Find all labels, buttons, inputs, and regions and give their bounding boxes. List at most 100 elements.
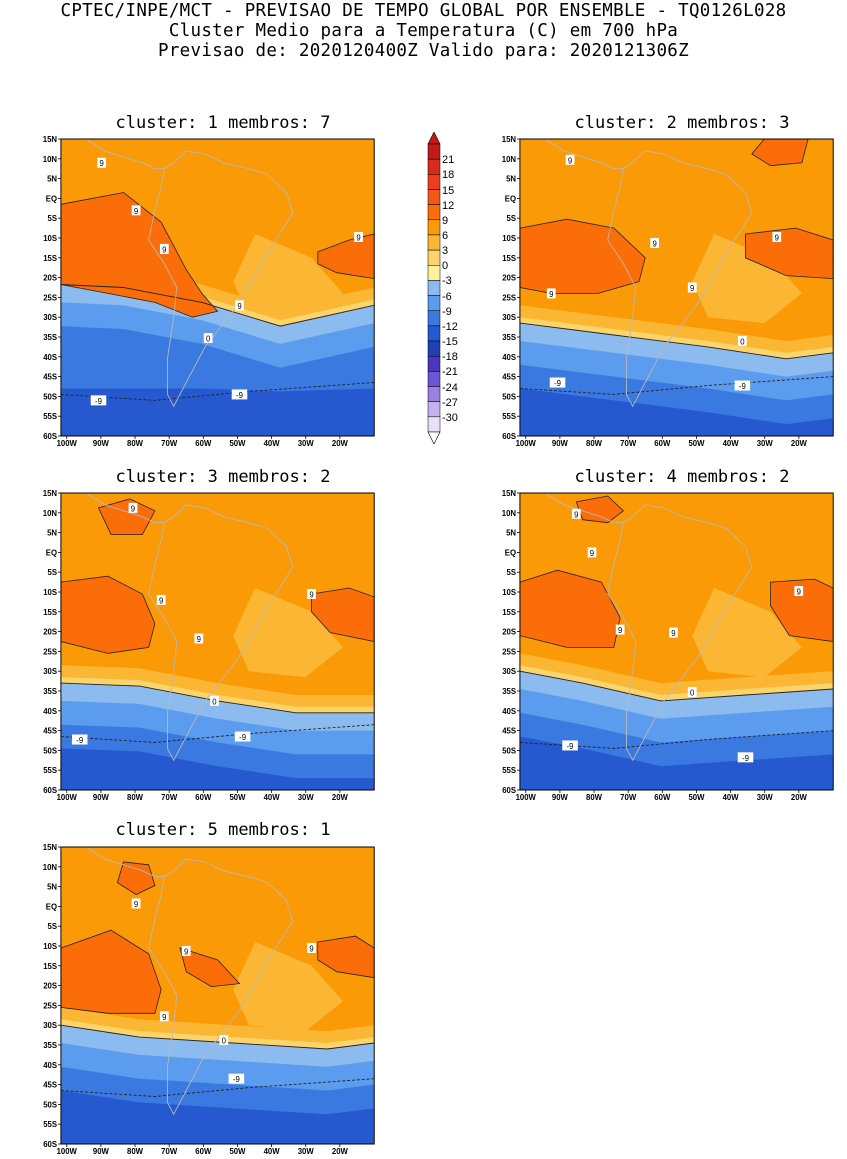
map-frame: [60, 138, 375, 437]
svg-text:-9: -9: [239, 733, 246, 742]
lon-tick-label: 30W: [298, 1147, 315, 1156]
svg-text:0: 0: [212, 697, 217, 706]
colorbar-swatch: [427, 295, 441, 311]
temperature-field: 9 9 9 9 9 0 -9 -9: [519, 139, 834, 436]
lon-tick-label: 40W: [723, 439, 740, 448]
lon-tick-label: 50W: [229, 1147, 246, 1156]
lon-tick-label: 90W: [93, 793, 110, 802]
svg-text:9: 9: [134, 207, 138, 216]
lat-tick-label: EQ: [46, 194, 57, 203]
map-frame: [60, 846, 375, 1145]
contour-label: 9: [128, 502, 138, 513]
lat-tick-label: 25S: [502, 293, 516, 302]
lat-tick-label: 60S: [43, 1140, 57, 1149]
lon-tick-label: 20W: [332, 439, 349, 448]
lat-tick-label: 35S: [43, 333, 57, 342]
lat-tick-label: 55S: [502, 766, 516, 775]
svg-text:9: 9: [574, 510, 578, 519]
cluster-4-map: 9 9 9 9 9 0 -9 -9 15N 10N 5N EQ 5S 10S 15S 20S 25S 30S 35S…: [481, 490, 841, 802]
lat-tick-label: 40S: [502, 707, 516, 716]
svg-text:9: 9: [184, 947, 188, 956]
lat-tick-label: 5N: [506, 529, 516, 538]
contour-label: -9: [562, 740, 578, 751]
colorbar-swatch: [427, 355, 441, 372]
colorbar-tick-label: -15: [442, 336, 458, 349]
lon-tick-label: 60W: [195, 1147, 212, 1156]
lon-tick-label: 50W: [688, 793, 705, 802]
svg-text:9: 9: [309, 944, 313, 953]
colorbar-tick-label: -24: [442, 381, 458, 394]
temperature-field: 9 9 9 9 0 -9 -9: [60, 493, 375, 790]
lat-tick-label: 10N: [43, 509, 58, 518]
contour-label: -9: [71, 734, 88, 745]
lat-tick-label: 5N: [506, 175, 516, 184]
colorbar-swatch: [427, 416, 441, 433]
cluster-1-title: cluster: 1 membros: 7: [115, 113, 331, 133]
lat-tick-label: 55S: [43, 1120, 57, 1129]
contour-label: 9: [307, 942, 316, 954]
lat-tick-label: 35S: [502, 333, 516, 342]
lat-tick-label: 15S: [43, 608, 57, 617]
svg-text:9: 9: [99, 159, 103, 168]
lon-tick-label: 60W: [654, 439, 671, 448]
lat-tick-label: 45S: [43, 727, 57, 736]
contour-label: 9: [194, 633, 204, 644]
lon-tick-label: 30W: [298, 793, 315, 802]
lat-tick-label: 40S: [43, 353, 57, 362]
lon-tick-label: 20W: [791, 793, 808, 802]
lat-tick-label: 5S: [507, 214, 517, 223]
lon-tick-label: 90W: [93, 439, 110, 448]
svg-text:-9: -9: [76, 736, 83, 745]
lon-tick-label: 100W: [516, 439, 537, 448]
lat-tick-label: 5S: [48, 922, 58, 931]
colorbar-swatch: [427, 386, 441, 402]
lat-tick-label: 30S: [43, 667, 57, 676]
lon-tick-label: 70W: [620, 439, 637, 448]
lon-tick-label: 100W: [57, 1147, 78, 1156]
svg-text:-9: -9: [95, 397, 102, 406]
lat-tick-label: 10S: [43, 234, 57, 243]
colorbar-swatch: [427, 219, 441, 236]
lat-tick-label: 10S: [43, 942, 57, 951]
colorbar-tick-label: 18: [442, 169, 455, 182]
contour-label: 0: [210, 695, 219, 706]
lat-tick-label: 35S: [43, 687, 57, 696]
lat-tick-label: 25S: [43, 293, 57, 302]
contour-label: 0: [687, 686, 697, 698]
contour-label: 9: [669, 627, 678, 638]
lat-tick-label: 10S: [502, 234, 516, 243]
contour-label: 9: [565, 154, 575, 165]
colorbar-tick-label: -9: [442, 305, 452, 318]
colorbar-swatch: [427, 174, 441, 190]
contour-label: 9: [235, 300, 244, 311]
cluster-2-map: 9 9 9 9 9 0 -9 -9 15N 10N 5N EQ 5S 10S 15S 20S 25S 30S 35S…: [481, 136, 841, 448]
lon-tick-label: 70W: [161, 439, 178, 448]
contour-label: 9: [307, 588, 316, 600]
lat-tick-label: 15N: [43, 844, 58, 852]
svg-text:-9: -9: [739, 382, 746, 391]
lon-tick-label: 90W: [552, 439, 569, 448]
lat-tick-label: 50S: [43, 1100, 57, 1109]
cluster-2-title: cluster: 2 membros: 3: [574, 113, 790, 133]
coastline: [85, 847, 294, 1116]
lat-tick-label: 60S: [43, 432, 57, 441]
contour-label: 9: [159, 243, 169, 254]
colorbar: 21 18 15 12 9 6 3 0 -3 -6 -9 -12 -15 -18 -21 -24 -27 -30: [422, 131, 462, 445]
svg-text:9: 9: [159, 596, 163, 605]
lat-tick-label: 20S: [502, 628, 516, 637]
lat-tick-label: 15S: [502, 608, 516, 617]
lon-tick-label: 20W: [791, 439, 808, 448]
lon-tick-label: 20W: [332, 793, 349, 802]
contour-label: 9: [546, 288, 556, 299]
lat-tick-label: 5N: [47, 175, 57, 184]
lon-tick-label: 70W: [161, 1147, 178, 1156]
lon-tick-label: 60W: [654, 793, 671, 802]
lat-tick-label: 30S: [43, 313, 57, 322]
lat-tick-label: 20S: [502, 274, 516, 283]
colorbar-tick-label: -6: [442, 290, 452, 303]
svg-text:-9: -9: [742, 754, 749, 763]
map-frame: [519, 138, 834, 437]
contour-label: 9: [131, 898, 141, 909]
lat-tick-label: 15S: [502, 254, 516, 263]
lat-tick-label: 35S: [43, 1041, 57, 1050]
